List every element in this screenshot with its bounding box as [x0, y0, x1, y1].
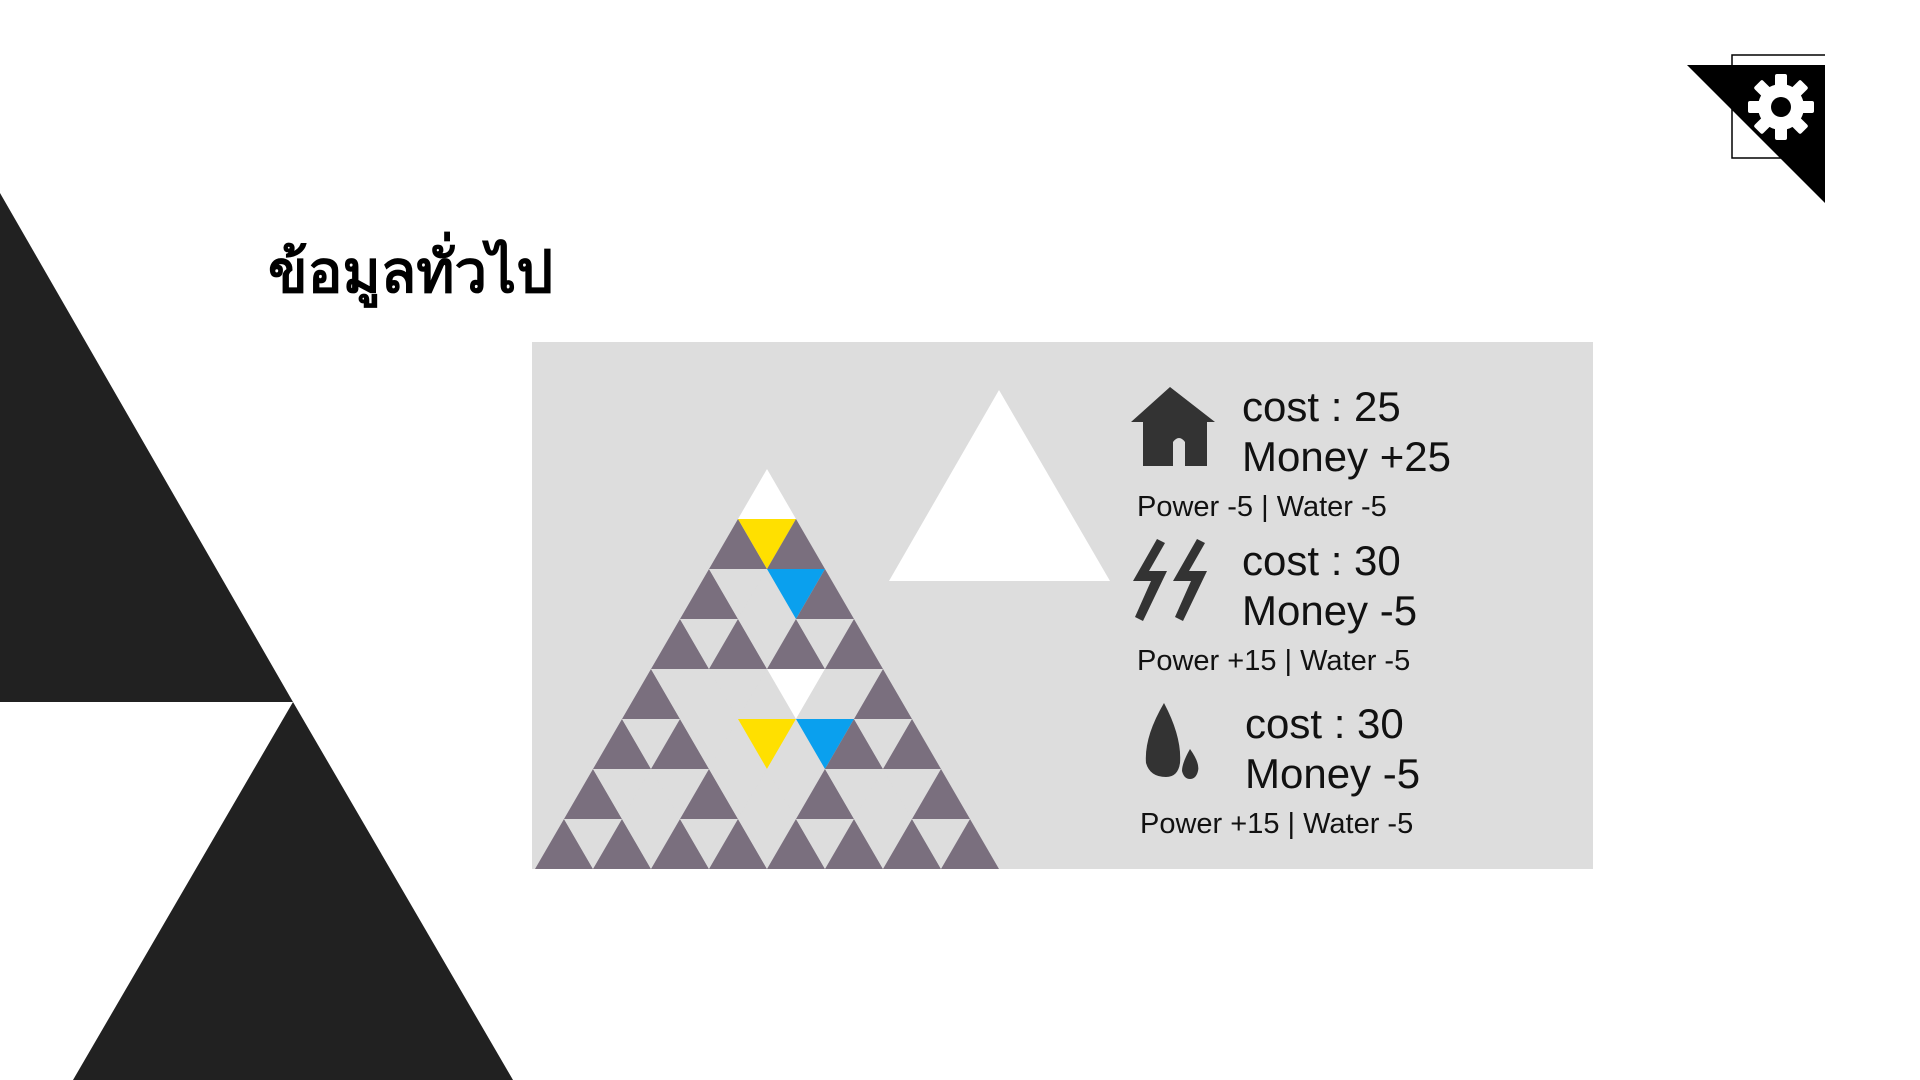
- building-card-house[interactable]: cost : 25 Money +25 Power -5 | Water -5: [1127, 382, 1587, 532]
- board-cell[interactable]: [883, 819, 941, 869]
- building-card-water[interactable]: cost : 30 Money -5 Power +15 | Water -5: [1130, 697, 1590, 847]
- board-cell[interactable]: [651, 669, 709, 719]
- board-cell[interactable]: [767, 769, 825, 819]
- settings-button[interactable]: [1687, 53, 1825, 203]
- board-cell[interactable]: [593, 719, 651, 769]
- board-cell[interactable]: [767, 569, 825, 619]
- board-cell[interactable]: [883, 719, 941, 769]
- board-cell[interactable]: [767, 619, 825, 669]
- house-money: Money +25: [1242, 433, 1451, 480]
- board-cell[interactable]: [825, 719, 883, 769]
- board-cell[interactable]: [796, 569, 854, 619]
- board-cell[interactable]: [738, 669, 796, 719]
- power-effects: Power +15 | Water -5: [1137, 645, 1411, 677]
- lightning-icon: [1133, 539, 1207, 621]
- board-cell[interactable]: [680, 719, 738, 769]
- board-cell[interactable]: [796, 719, 854, 769]
- gear-icon: [1748, 74, 1814, 140]
- board-cell[interactable]: [796, 819, 854, 869]
- board-cell[interactable]: [709, 569, 767, 619]
- board-cell[interactable]: [738, 719, 796, 769]
- water-cost: cost : 30: [1245, 700, 1404, 747]
- board-cell[interactable]: [622, 819, 680, 869]
- board-cell[interactable]: [651, 819, 709, 869]
- board-cell[interactable]: [680, 819, 738, 869]
- power-cost: cost : 30: [1242, 537, 1401, 584]
- water-money: Money -5: [1245, 750, 1421, 797]
- board-cell[interactable]: [796, 619, 854, 669]
- house-cost: cost : 25: [1242, 383, 1401, 430]
- board-cell[interactable]: [738, 569, 796, 619]
- board-cell[interactable]: [709, 819, 767, 869]
- board-cell[interactable]: [738, 619, 796, 669]
- board-cell[interactable]: [767, 819, 825, 869]
- water-drop-icon: [1145, 703, 1199, 779]
- board-cell[interactable]: [738, 769, 796, 819]
- board-cell[interactable]: [709, 669, 767, 719]
- board-cell[interactable]: [825, 769, 883, 819]
- board-cell[interactable]: [767, 719, 825, 769]
- house-effects: Power -5 | Water -5: [1137, 491, 1387, 523]
- board-cell[interactable]: [651, 619, 709, 669]
- board-cell[interactable]: [564, 769, 622, 819]
- board-cell[interactable]: [564, 819, 622, 869]
- water-effects: Power +15 | Water -5: [1140, 808, 1414, 840]
- info-panel: cost : 25 Money +25 Power -5 | Water -5 …: [532, 342, 1593, 869]
- board-cell[interactable]: [738, 819, 796, 869]
- board-cell[interactable]: [593, 769, 651, 819]
- board-cell[interactable]: [738, 469, 796, 519]
- board-cell[interactable]: [651, 769, 709, 819]
- board-cell[interactable]: [680, 619, 738, 669]
- board-cell[interactable]: [738, 519, 796, 569]
- board-cell[interactable]: [767, 669, 825, 719]
- board-cell[interactable]: [796, 769, 854, 819]
- board-cell[interactable]: [622, 719, 680, 769]
- house-icon: [1131, 387, 1215, 466]
- board-cell[interactable]: [883, 769, 941, 819]
- board-cell[interactable]: [854, 669, 912, 719]
- page-title: ข้อมูลทั่วไป: [268, 238, 554, 306]
- board-cell[interactable]: [825, 819, 883, 869]
- board-cell[interactable]: [622, 769, 680, 819]
- board-cell[interactable]: [709, 769, 767, 819]
- board-cell[interactable]: [680, 569, 738, 619]
- power-money: Money -5: [1242, 587, 1418, 634]
- board-cell[interactable]: [622, 669, 680, 719]
- building-card-power[interactable]: cost : 30 Money -5 Power +15 | Water -5: [1127, 535, 1587, 685]
- board-cell[interactable]: [709, 619, 767, 669]
- board-cell[interactable]: [680, 769, 738, 819]
- board-cell[interactable]: [767, 519, 825, 569]
- decor-triangle-top: [0, 193, 293, 702]
- board-cell[interactable]: [680, 669, 738, 719]
- game-board: [535, 469, 999, 869]
- board-cell[interactable]: [825, 669, 883, 719]
- board-cell[interactable]: [796, 669, 854, 719]
- board-cell[interactable]: [854, 719, 912, 769]
- board-cell[interactable]: [854, 819, 912, 869]
- decor-triangle-bottom: [73, 702, 513, 1080]
- board-cell[interactable]: [825, 619, 883, 669]
- board-cell[interactable]: [854, 769, 912, 819]
- board-cell[interactable]: [912, 819, 970, 869]
- board-cell[interactable]: [709, 519, 767, 569]
- board-cell[interactable]: [941, 819, 999, 869]
- board-cell[interactable]: [651, 719, 709, 769]
- board-cell[interactable]: [593, 819, 651, 869]
- board-cell[interactable]: [535, 819, 593, 869]
- board-cell[interactable]: [709, 719, 767, 769]
- board-cell[interactable]: [912, 769, 970, 819]
